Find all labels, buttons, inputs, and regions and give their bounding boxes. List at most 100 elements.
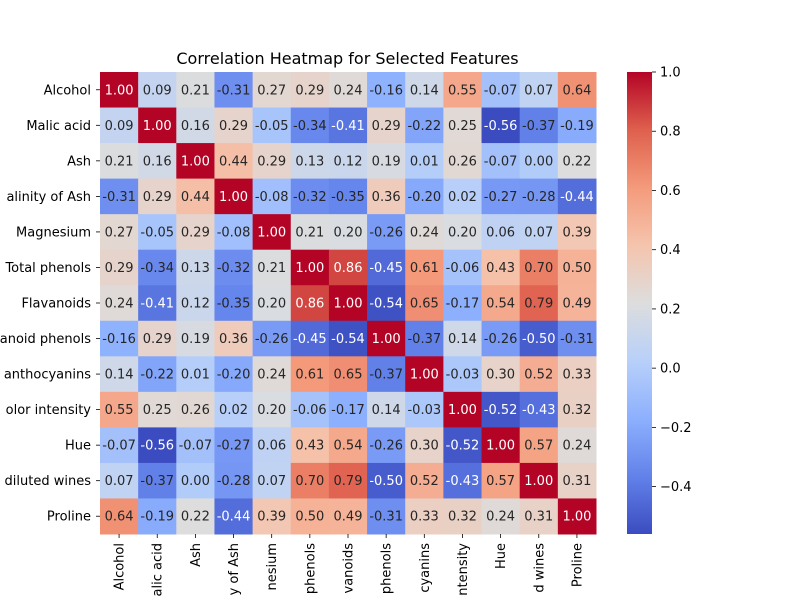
- heatmap-cell: [557, 107, 597, 144]
- heatmap-cell: [519, 249, 559, 286]
- heatmap-cell: [328, 498, 368, 535]
- cell-value-label: -0.05: [255, 119, 289, 134]
- cell-value-label: -0.44: [560, 190, 594, 205]
- heatmap-cell: [405, 178, 444, 215]
- cell-value-label: -0.50: [369, 474, 403, 489]
- cell-value-label: 0.50: [295, 510, 324, 525]
- heatmap-cell: [557, 178, 597, 215]
- row-label: Malic acid: [26, 119, 91, 134]
- cell-value-label: 0.24: [486, 510, 515, 525]
- cell-value-label: 0.65: [334, 368, 363, 383]
- cell-value-label: 0.52: [410, 474, 439, 489]
- heatmap-cell: [328, 285, 368, 322]
- cell-value-label: -0.03: [407, 403, 441, 418]
- heatmap-cell: [138, 320, 177, 357]
- cell-value-label: -0.20: [407, 190, 441, 205]
- row-label: alinity of Ash: [6, 190, 91, 205]
- cell-value-label: 0.30: [486, 368, 515, 383]
- column-label: Alcohol: [113, 543, 128, 590]
- heatmap-cell: [328, 427, 368, 464]
- heatmap-cell: [290, 498, 330, 535]
- cell-value-label: -0.27: [217, 439, 251, 454]
- heatmap-cell: [176, 249, 215, 286]
- cell-value-label: -0.37: [522, 119, 556, 134]
- heatmap-cell: [290, 214, 330, 251]
- heatmap-cell: [519, 143, 559, 180]
- cell-value-label: -0.17: [446, 297, 480, 312]
- cell-value-label: 0.39: [257, 510, 286, 525]
- cell-value-label: 0.24: [105, 297, 134, 312]
- cell-value-label: -0.26: [255, 332, 289, 347]
- cell-value-label: 1.00: [486, 439, 515, 454]
- heatmap-cell: [138, 72, 177, 109]
- heatmap-cell: [443, 391, 483, 428]
- column-label: y of Ash: [227, 543, 242, 595]
- heatmap-cell: [519, 498, 559, 535]
- cell-value-label: -0.08: [217, 225, 251, 240]
- cell-value-label: 0.29: [219, 119, 248, 134]
- heatmap-cell: [328, 320, 368, 357]
- row-label: Flavanoids: [21, 297, 91, 312]
- cell-value-label: 1.00: [562, 510, 591, 525]
- heatmap-cell: [481, 391, 521, 428]
- column-label: phenols: [303, 543, 318, 594]
- heatmap-cell: [328, 249, 368, 286]
- heatmap-cell: [290, 143, 330, 180]
- cell-value-label: 0.61: [295, 368, 324, 383]
- cell-value-label: 0.14: [410, 83, 439, 98]
- cell-value-label: 1.00: [295, 261, 324, 276]
- row-label: Ash: [67, 154, 91, 169]
- heatmap-cell: [214, 462, 254, 499]
- heatmap-cell: [367, 107, 406, 144]
- heatmap-cell: [519, 462, 559, 499]
- heatmap-cell: [252, 391, 292, 428]
- heatmap-cell: [176, 214, 215, 251]
- heatmap-cell: [100, 427, 139, 464]
- heatmap-cell: [367, 391, 406, 428]
- cell-value-label: -0.22: [140, 368, 174, 383]
- column-label: ntensity: [456, 543, 471, 596]
- heatmap-cell: [367, 143, 406, 180]
- cell-value-label: -0.28: [522, 190, 556, 205]
- cell-value-label: 0.49: [562, 297, 591, 312]
- heatmap-cell: [557, 462, 597, 499]
- heatmap-annotations: 1.00 0.09 0.21 -0.31 0.27 0.29 0.24 -0.16 0.14 0.…: [102, 83, 593, 524]
- heatmap-cell: [519, 72, 559, 109]
- cell-value-label: 0.06: [486, 225, 515, 240]
- heatmap-cell: [214, 285, 254, 322]
- heatmap-cell: [481, 107, 521, 144]
- cell-value-label: 0.02: [448, 190, 477, 205]
- cell-value-label: -0.27: [484, 190, 518, 205]
- heatmap-cell: [290, 107, 330, 144]
- heatmap-cell: [481, 178, 521, 215]
- heatmap-cell: [443, 285, 483, 322]
- cell-value-label: 0.20: [257, 297, 286, 312]
- cell-value-label: 1.00: [257, 225, 286, 240]
- cell-value-label: -0.08: [255, 190, 289, 205]
- cell-value-label: 0.14: [448, 332, 477, 347]
- heatmap-cell: [176, 391, 215, 428]
- cell-value-label: 1.00: [448, 403, 477, 418]
- heatmap-cell: [481, 249, 521, 286]
- heatmap-cell: [557, 498, 597, 535]
- cell-value-label: 1.00: [105, 83, 134, 98]
- cell-value-label: -0.56: [140, 439, 174, 454]
- heatmap-cell: [443, 107, 483, 144]
- cell-value-label: 0.86: [334, 261, 363, 276]
- heatmap-cell: [367, 427, 406, 464]
- column-label: Ash: [189, 543, 204, 567]
- heatmap-cell: [176, 356, 215, 393]
- colorbar-tick-label: 0.6: [660, 184, 681, 199]
- cell-value-label: -0.41: [331, 119, 365, 134]
- heatmap-cell: [405, 462, 444, 499]
- cell-value-label: 0.86: [295, 297, 324, 312]
- cell-value-label: -0.54: [331, 332, 365, 347]
- heatmap-cell: [557, 391, 597, 428]
- cell-value-label: 0.14: [105, 368, 134, 383]
- heatmap-cell: [252, 249, 292, 286]
- heatmap-cell: [405, 356, 444, 393]
- heatmap-cell: [290, 72, 330, 109]
- heatmap-cell: [252, 107, 292, 144]
- cell-value-label: 0.44: [181, 190, 210, 205]
- cell-value-label: 0.44: [219, 154, 248, 169]
